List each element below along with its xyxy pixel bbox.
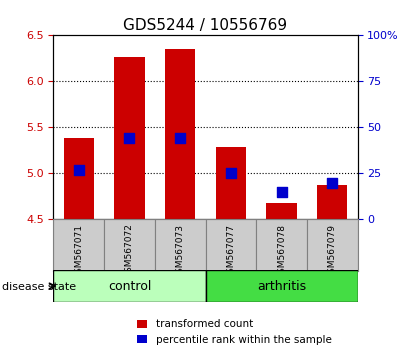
Point	[126, 136, 133, 141]
Bar	[206, 219, 256, 271]
Text: GSM567077: GSM567077	[226, 224, 236, 279]
Text: control: control	[108, 280, 151, 292]
Text: arthritis: arthritis	[257, 280, 306, 292]
Text: GSM567078: GSM567078	[277, 224, 286, 279]
Legend: transformed count, percentile rank within the sample: transformed count, percentile rank withi…	[133, 315, 336, 349]
Text: GSM567071: GSM567071	[74, 224, 83, 279]
Point	[228, 171, 234, 176]
Text: disease state: disease state	[2, 282, 76, 292]
Bar	[114, 57, 145, 219]
Bar	[266, 203, 297, 219]
Bar	[53, 219, 104, 271]
Point	[76, 167, 82, 173]
Text: GSM567079: GSM567079	[328, 224, 337, 279]
Point	[177, 136, 183, 141]
Bar	[317, 184, 347, 219]
Bar	[256, 219, 307, 271]
Bar	[64, 138, 94, 219]
Bar	[165, 49, 195, 219]
Bar	[155, 219, 206, 271]
Bar	[206, 270, 358, 302]
Bar	[216, 147, 246, 219]
Point	[329, 180, 335, 185]
Text: GSM567073: GSM567073	[175, 224, 185, 279]
Text: GSM567072: GSM567072	[125, 224, 134, 279]
Bar	[104, 219, 155, 271]
Title: GDS5244 / 10556769: GDS5244 / 10556769	[123, 18, 288, 33]
Point	[278, 189, 285, 195]
Bar	[53, 270, 206, 302]
Bar	[307, 219, 358, 271]
